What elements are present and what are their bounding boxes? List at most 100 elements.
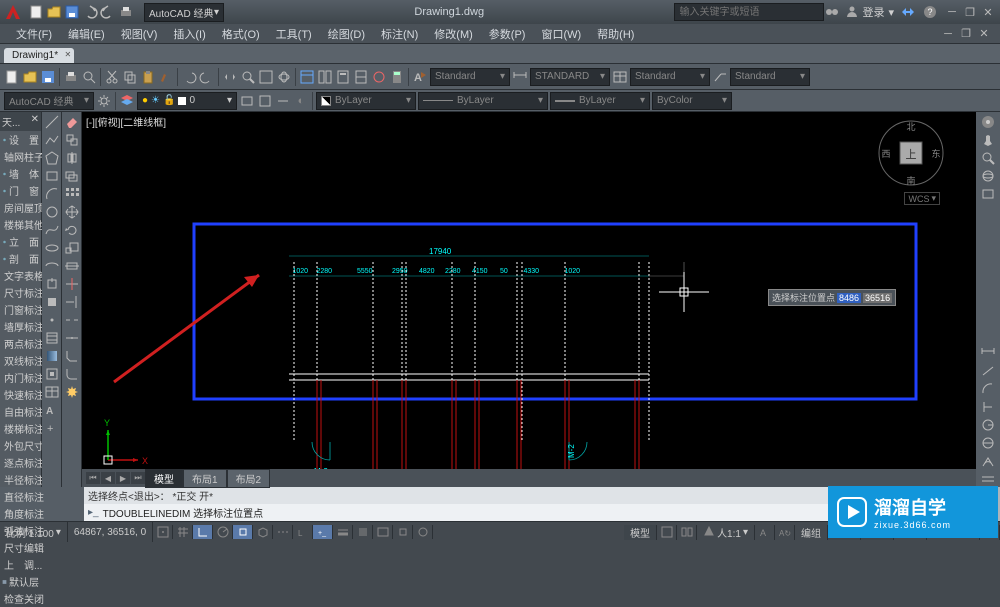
menu-modify[interactable]: 修改(M) (426, 26, 481, 42)
sb-quickview-icon[interactable] (677, 525, 697, 540)
dcenter ic074-icon[interactable] (317, 69, 333, 85)
line-icon[interactable] (44, 114, 60, 130)
markup-icon[interactable] (371, 69, 387, 85)
layout-tab-2[interactable]: 布局2 (227, 469, 271, 488)
plot-icon[interactable] (63, 69, 79, 85)
ellipse-icon[interactable] (44, 240, 60, 256)
palette-item[interactable]: 两点标注 (0, 335, 41, 352)
rect-icon[interactable] (44, 168, 60, 184)
sb-am-icon[interactable] (413, 525, 433, 539)
palette-header[interactable]: 天... ✕ (0, 112, 41, 131)
sb-trans-icon[interactable] (353, 525, 373, 539)
close-icon[interactable]: ✕ (31, 114, 39, 129)
point-icon[interactable] (44, 312, 60, 328)
login-area[interactable]: 登录 ▾ (846, 4, 894, 20)
layout-tab-model[interactable]: 模型 (145, 469, 183, 488)
dim-radius-icon[interactable] (980, 417, 996, 433)
tab-first-icon[interactable]: ⏮ (86, 472, 100, 484)
qat-save-icon[interactable] (64, 4, 80, 20)
table-icon[interactable] (44, 384, 60, 400)
menu-file[interactable]: 文件(F) (8, 26, 60, 42)
scale-icon[interactable] (64, 240, 80, 256)
sb-annoscale[interactable]: 人1:1▾ (697, 525, 755, 540)
rotate-icon[interactable] (64, 222, 80, 238)
menu-insert[interactable]: 插入(I) (165, 26, 213, 42)
palette-item[interactable]: 楼梯标注 (0, 420, 41, 437)
arc-icon[interactable] (44, 186, 60, 202)
mtext-icon[interactable]: A (44, 402, 60, 418)
fillet-icon[interactable] (64, 366, 80, 382)
ellipse-arc-icon[interactable] (44, 258, 60, 274)
lineweight-combo[interactable]: ByLayer▾ (550, 92, 650, 110)
sheet-icon[interactable] (353, 69, 369, 85)
sb-ducs-icon[interactable]: L (293, 525, 313, 539)
exchange-icon[interactable] (900, 4, 916, 20)
sb-dyn-icon[interactable]: +_ (313, 525, 333, 539)
polygon-icon[interactable] (44, 150, 60, 166)
sb-ortho-icon[interactable] (193, 525, 213, 539)
viewcube[interactable]: 上 北 南 东 西 (876, 118, 946, 188)
break-icon[interactable] (64, 312, 80, 328)
qat-undo-icon[interactable] (82, 4, 98, 20)
pan-icon[interactable] (980, 132, 996, 148)
join-icon[interactable] (64, 330, 80, 346)
menu-parametric[interactable]: 参数(P) (481, 26, 534, 42)
insert-icon[interactable] (44, 276, 60, 292)
sb-osnap-icon[interactable] (233, 525, 253, 539)
palette-item[interactable]: 检查关闭 (0, 590, 41, 607)
pan-icon[interactable] (222, 69, 238, 85)
restore-button[interactable]: ❐ (962, 5, 978, 19)
palette-item[interactable]: 自由标注 (0, 403, 41, 420)
sb-group[interactable]: 编组 (795, 525, 828, 540)
plotstyle-combo[interactable]: ByColor▾ (652, 92, 732, 110)
layer-combo[interactable]: ● ☀ 🔓 0 ▾ (137, 92, 237, 110)
tablestyle-combo[interactable]: Standard▾ (630, 68, 710, 86)
menu-view[interactable]: 视图(V) (113, 26, 166, 42)
qat-new-icon[interactable] (28, 4, 44, 20)
palette-item[interactable]: 门窗标注 (0, 301, 41, 318)
palette-item[interactable]: 尺寸标注 (0, 284, 41, 301)
help-search-input[interactable] (674, 3, 824, 21)
save-icon[interactable] (40, 69, 56, 85)
dim-quick-icon[interactable] (980, 471, 996, 487)
new-icon[interactable] (4, 69, 20, 85)
gradient-icon[interactable] (44, 348, 60, 364)
zoom-icon[interactable] (240, 69, 256, 85)
sb-qp-icon[interactable] (373, 525, 393, 539)
qat-print-icon[interactable] (118, 4, 134, 20)
paste-icon[interactable] (140, 69, 156, 85)
dim-arc-icon[interactable] (980, 381, 996, 397)
showmotion-icon[interactable] (980, 186, 996, 202)
palette-item[interactable]: 墙 体 (0, 165, 41, 182)
sb-model-toggle[interactable]: 模型 (624, 525, 657, 540)
wcs-label[interactable]: WCS▾ (904, 192, 940, 205)
palette-item[interactable]: 默认层 (0, 573, 41, 590)
layer-icon[interactable] (119, 93, 135, 109)
layer-off-icon[interactable]: ◐ (293, 93, 309, 109)
redo-icon[interactable] (199, 69, 215, 85)
chamfer-icon[interactable] (64, 348, 80, 364)
undo-icon[interactable] (181, 69, 197, 85)
palette-item[interactable]: 门 窗 (0, 182, 41, 199)
palette-item[interactable]: 文字表格 (0, 267, 41, 284)
block-icon[interactable] (44, 294, 60, 310)
pline-icon[interactable] (44, 132, 60, 148)
palette-item[interactable]: 直径标注 (0, 488, 41, 505)
dimstyle-combo[interactable]: STANDARD▾ (530, 68, 610, 86)
wheel-icon[interactable] (980, 114, 996, 130)
menu-help[interactable]: 帮助(H) (589, 26, 642, 42)
move-icon[interactable] (64, 204, 80, 220)
match-icon[interactable] (158, 69, 174, 85)
tab-prev-icon[interactable]: ◀ (101, 472, 115, 484)
mleaderstyle-combo[interactable]: Standard▾ (730, 68, 810, 86)
sb-sc-icon[interactable] (393, 525, 413, 539)
palette-item[interactable]: 设 置 (0, 131, 41, 148)
sb-grid-icon[interactable] (173, 525, 193, 539)
dim-linear-icon[interactable] (980, 345, 996, 361)
spline-icon[interactable] (44, 222, 60, 238)
doc-minimize-button[interactable]: ─ (940, 27, 956, 41)
qat-redo-icon[interactable] (100, 4, 116, 20)
close-button[interactable]: ✕ (980, 5, 996, 19)
palette-item[interactable]: 半径标注 (0, 471, 41, 488)
zoom-realtime-icon[interactable] (980, 150, 996, 166)
